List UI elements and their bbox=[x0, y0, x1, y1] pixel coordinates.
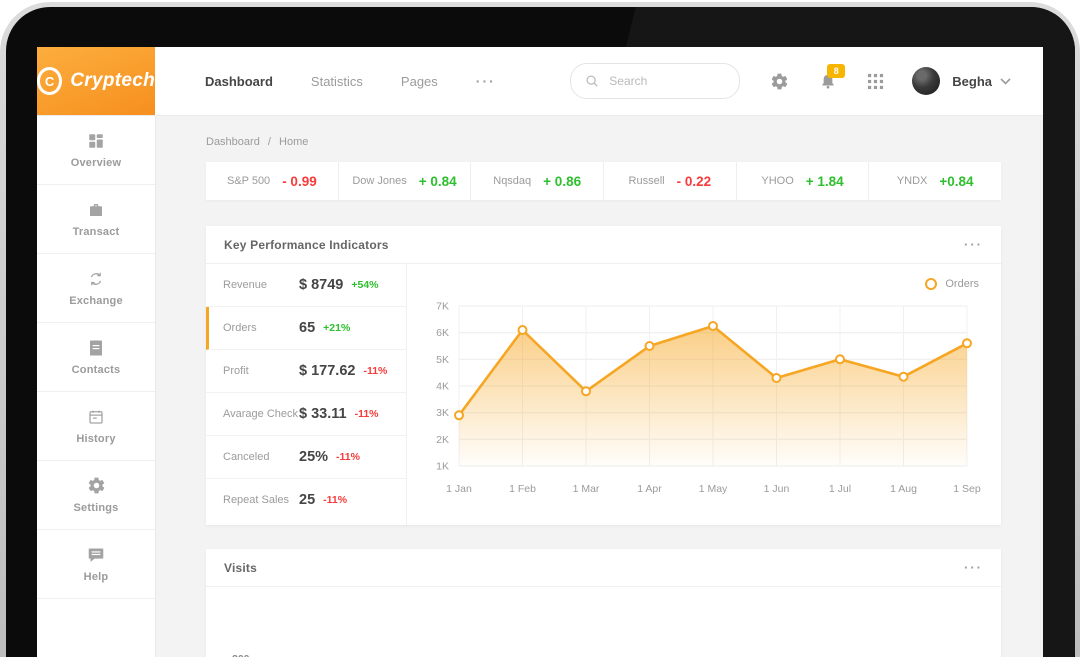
search-box bbox=[570, 63, 741, 99]
top-nav: Dashboard Statistics Pages ··· bbox=[205, 73, 496, 89]
breadcrumb-home[interactable]: Home bbox=[279, 136, 309, 148]
notification-badge: 8 bbox=[827, 63, 846, 78]
top-header: C Cryptech Dashboard Statistics Pages ··· bbox=[37, 47, 1043, 116]
kpi-metric-avarage-check[interactable]: Avarage Check $ 33.11 -11% bbox=[206, 393, 406, 436]
breadcrumb: Dashboard / Home bbox=[206, 136, 1043, 148]
svg-text:7K: 7K bbox=[436, 301, 449, 313]
kpi-card-menu-icon[interactable]: ··· bbox=[964, 237, 983, 252]
sidebar-item-history[interactable]: History bbox=[37, 392, 155, 461]
brand-logo[interactable]: C Cryptech bbox=[37, 47, 155, 115]
svg-text:1 Jan: 1 Jan bbox=[446, 483, 472, 495]
breadcrumb-dashboard[interactable]: Dashboard bbox=[206, 136, 260, 148]
transact-icon bbox=[87, 201, 105, 219]
sidebar-item-exchange[interactable]: Exchange bbox=[37, 254, 155, 323]
sidebar: Overview Transact Exchange Contacts History S… bbox=[37, 116, 156, 657]
settings-icon bbox=[87, 477, 106, 495]
sidebar-item-settings[interactable]: Settings bbox=[37, 461, 155, 530]
kpi-metric-orders[interactable]: Orders 65 +21% bbox=[206, 307, 406, 350]
legend-marker-icon bbox=[925, 278, 938, 290]
nav-item-dashboard[interactable]: Dashboard bbox=[205, 73, 273, 89]
orders-area-chart: 7K 6K 5K 4K 3K 2K 1K 1 Jan 1 Feb 1 Mar 1 Apr 1 May 1… bbox=[415, 294, 1001, 525]
svg-text:1 Sep: 1 Sep bbox=[953, 483, 981, 495]
exchange-icon bbox=[87, 270, 105, 288]
legend-label: Orders bbox=[945, 278, 979, 290]
user-name[interactable]: Begha bbox=[952, 73, 992, 89]
ticker-item: Nqsdaq + 0.86 bbox=[471, 162, 605, 200]
svg-text:6K: 6K bbox=[436, 327, 449, 339]
market-ticker: S&P 500- 0.99 Dow Jones + 0.84 Nqsdaq + 0.86… bbox=[206, 162, 1001, 200]
settings-gear-button[interactable] bbox=[770, 72, 789, 91]
kpi-metric-canceled[interactable]: Canceled 25% -11% bbox=[206, 436, 406, 479]
sidebar-item-overview[interactable]: Overview bbox=[37, 116, 155, 185]
kpi-metrics-list: Revenue $ 8749 +54% Orders 65 +21% Profit $ 177… bbox=[206, 264, 407, 525]
chevron-down-icon[interactable] bbox=[1000, 77, 1011, 85]
kpi-metric-repeat-sales[interactable]: Repeat Sales 25 -11% bbox=[223, 492, 348, 508]
user-avatar[interactable] bbox=[912, 67, 941, 95]
svg-text:1 Feb: 1 Feb bbox=[509, 483, 536, 495]
history-icon bbox=[87, 408, 105, 426]
overview-icon bbox=[87, 132, 105, 150]
svg-text:1K: 1K bbox=[436, 461, 449, 473]
chart-legend[interactable]: Orders bbox=[925, 278, 979, 290]
ticker-item: S&P 500- 0.99 bbox=[206, 162, 339, 200]
app-screen: C Cryptech Dashboard Statistics Pages ··· bbox=[37, 47, 1043, 657]
ticker-item: YHOO + 1.84 bbox=[737, 162, 870, 200]
kpi-metric-profit[interactable]: Profit $ 177.62 -11% bbox=[206, 350, 406, 393]
breadcrumb-separator: / bbox=[267, 136, 271, 148]
svg-text:1 Mar: 1 Mar bbox=[573, 483, 600, 495]
header-actions: 8 Begha bbox=[570, 63, 1043, 99]
sidebar-item-transact[interactable]: Transact bbox=[37, 185, 155, 254]
svg-text:3K: 3K bbox=[436, 407, 449, 419]
apps-grid-button[interactable] bbox=[867, 73, 884, 90]
main-content: Dashboard / Home S&P 500- 0.99 Dow Jones +… bbox=[156, 116, 1043, 657]
notifications-bell-button[interactable]: 8 bbox=[819, 63, 846, 91]
kpi-metric-revenue[interactable]: Revenue $ 8749 +54% bbox=[206, 264, 406, 307]
svg-text:4K: 4K bbox=[436, 381, 449, 393]
kpi-card-title: Key Performance Indicators bbox=[224, 237, 389, 252]
brand-name: Cryptech bbox=[70, 70, 155, 91]
ticker-item: Dow Jones + 0.84 bbox=[339, 162, 472, 200]
svg-text:1 Apr: 1 Apr bbox=[637, 483, 662, 495]
help-icon bbox=[87, 546, 105, 564]
sidebar-item-help[interactable]: Help bbox=[37, 530, 155, 599]
svg-text:1 Aug: 1 Aug bbox=[890, 483, 917, 495]
nav-item-statistics[interactable]: Statistics bbox=[310, 73, 363, 89]
search-icon bbox=[585, 74, 599, 88]
brand-logo-icon: C bbox=[37, 67, 63, 95]
nav-item-pages[interactable]: Pages bbox=[400, 73, 438, 89]
visits-ytick-200: 200 bbox=[232, 653, 250, 657]
ticker-item: YNDX +0.84 bbox=[896, 173, 974, 189]
svg-text:1 Jun: 1 Jun bbox=[764, 483, 790, 495]
svg-text:1 May: 1 May bbox=[699, 483, 728, 495]
nav-more-icon[interactable]: ··· bbox=[475, 73, 496, 89]
visits-chart-zone: 200 175 bbox=[206, 587, 1001, 657]
kpi-card: Key Performance Indicators ··· Revenue $ … bbox=[206, 226, 1001, 525]
orders-chart-zone: Orders 7K 6K 5K 4K 3K 2K 1K 1 Jan 1 Feb 1 Mar 1 Ap… bbox=[407, 264, 1001, 525]
visits-card-menu-icon[interactable]: ··· bbox=[964, 560, 983, 575]
contacts-icon bbox=[88, 339, 104, 357]
visits-card: Visits ··· 200 175 bbox=[206, 549, 1001, 657]
search-input[interactable] bbox=[607, 73, 712, 89]
ticker-item: Russell - 0.22 bbox=[604, 162, 737, 200]
svg-text:5K: 5K bbox=[436, 354, 449, 366]
sidebar-item-contacts[interactable]: Contacts bbox=[37, 323, 155, 392]
visits-card-title: Visits bbox=[224, 560, 257, 575]
svg-text:2K: 2K bbox=[436, 434, 449, 446]
svg-text:1 Jul: 1 Jul bbox=[829, 483, 851, 495]
